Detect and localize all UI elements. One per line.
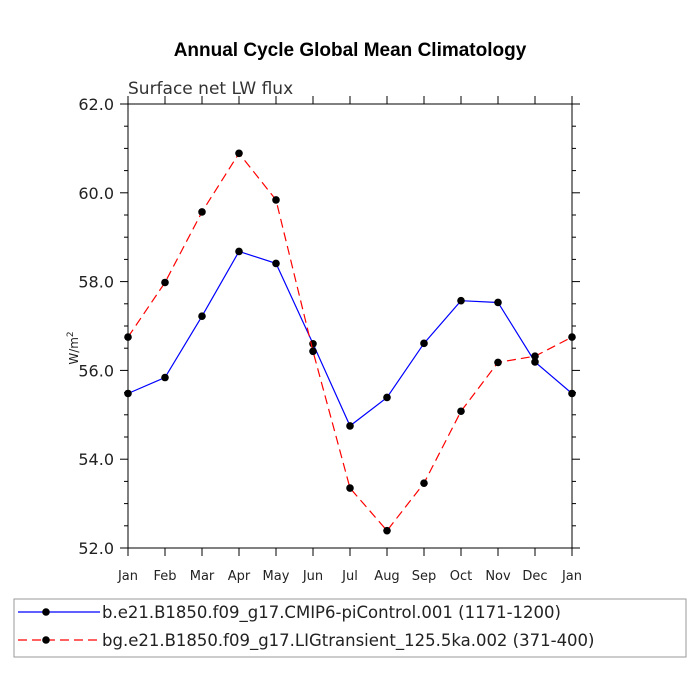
data-point bbox=[198, 312, 206, 321]
x-tick-label: Mar bbox=[190, 569, 215, 584]
data-point bbox=[457, 296, 465, 305]
plot-frame bbox=[127, 103, 573, 549]
data-point bbox=[494, 358, 502, 367]
data-point bbox=[383, 393, 391, 402]
data-point bbox=[309, 347, 317, 356]
legend-label-1: b.e21.B1850.f09_g17.CMIP6-piControl.001 … bbox=[102, 603, 561, 623]
series-line-1 bbox=[127, 250, 573, 427]
x-tick-label: Jan bbox=[117, 569, 138, 584]
y-tick-label: 58.0 bbox=[78, 273, 114, 292]
x-tick-label: May bbox=[263, 569, 290, 584]
x-tick-label: Jan bbox=[561, 569, 582, 584]
series-2 bbox=[124, 149, 576, 535]
data-point bbox=[383, 526, 391, 535]
y-axis: 52.0 54.0 56.0 58.0 60.0 62.0 bbox=[78, 95, 580, 558]
y-tick-label: 60.0 bbox=[78, 184, 114, 203]
data-point bbox=[198, 208, 206, 216]
x-tick-label: Jul bbox=[341, 569, 358, 584]
chart-title: Annual Cycle Global Mean Climatology bbox=[174, 40, 527, 61]
x-tick-label: Oct bbox=[450, 569, 472, 584]
data-point bbox=[457, 407, 465, 416]
x-axis: Jan Feb Mar Apr May Jun Jul Aug Sep Oct Nov Dec Jan bbox=[117, 96, 582, 584]
y-tick-label: 52.0 bbox=[78, 539, 114, 558]
x-tick-label: Nov bbox=[485, 569, 511, 584]
data-point bbox=[568, 333, 576, 341]
data-point bbox=[420, 339, 428, 348]
data-point bbox=[346, 484, 354, 492]
data-point bbox=[161, 278, 169, 287]
data-point bbox=[235, 247, 243, 256]
x-tick-label: Dec bbox=[522, 569, 547, 584]
legend: b.e21.B1850.f09_g17.CMIP6-piControl.001 … bbox=[13, 598, 687, 658]
series-line-2 bbox=[127, 152, 573, 532]
data-point bbox=[346, 422, 354, 430]
data-point bbox=[272, 196, 280, 204]
data-point bbox=[309, 339, 317, 348]
plot-border bbox=[127, 103, 573, 549]
data-point bbox=[568, 389, 576, 398]
legend-marker-1 bbox=[42, 608, 50, 616]
data-point bbox=[124, 333, 132, 341]
legend-marker-2 bbox=[42, 636, 50, 644]
y-axis-label: W/m2 bbox=[66, 331, 81, 364]
data-point bbox=[531, 352, 539, 360]
data-point bbox=[235, 149, 243, 158]
y-tick-label: 56.0 bbox=[78, 361, 114, 380]
series-1 bbox=[124, 247, 576, 430]
x-tick-label: Aug bbox=[374, 569, 399, 584]
data-point bbox=[272, 259, 280, 268]
legend-entry-1: b.e21.B1850.f09_g17.CMIP6-piControl.001 … bbox=[18, 603, 561, 623]
legend-box bbox=[13, 598, 687, 658]
data-point bbox=[124, 389, 132, 398]
data-point bbox=[161, 373, 169, 382]
legend-label-2: bg.e21.B1850.f09_g17.LIGtransient_125.5k… bbox=[102, 631, 595, 651]
series-layer bbox=[124, 149, 576, 535]
data-point bbox=[494, 298, 502, 307]
data-point bbox=[531, 358, 539, 366]
y-tick-label: 54.0 bbox=[78, 450, 114, 469]
data-point bbox=[420, 479, 428, 487]
x-tick-label: Feb bbox=[153, 569, 176, 584]
chart-subtitle: Surface net LW flux bbox=[128, 79, 293, 99]
y-tick-label: 62.0 bbox=[78, 95, 114, 114]
x-tick-label: Jun bbox=[302, 569, 323, 584]
x-tick-label: Sep bbox=[412, 569, 437, 584]
x-tick-label: Apr bbox=[228, 569, 251, 584]
legend-entry-2: bg.e21.B1850.f09_g17.LIGtransient_125.5k… bbox=[18, 631, 595, 651]
